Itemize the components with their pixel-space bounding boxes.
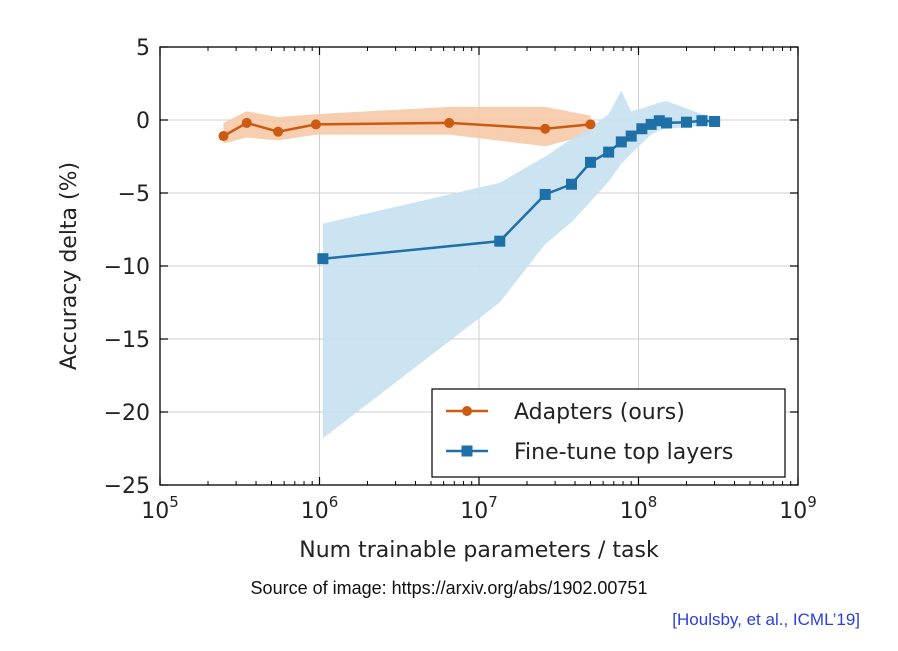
data-point	[681, 116, 693, 128]
x-tick-label: 108	[620, 493, 658, 524]
data-point	[636, 123, 648, 135]
data-point	[218, 131, 229, 142]
y-tick-label: −20	[104, 401, 150, 426]
y-tick-label: −25	[104, 474, 150, 499]
data-point	[709, 115, 721, 127]
confidence-band-adapters	[223, 106, 591, 147]
data-point	[585, 119, 596, 130]
x-tick-label-base: 10	[779, 499, 807, 524]
legend-label: Adapters (ours)	[514, 400, 685, 425]
data-point	[603, 146, 615, 158]
x-tick-label-exponent: 7	[488, 493, 498, 511]
confidence-band-finetune	[322, 90, 715, 439]
x-tick-label-exponent: 8	[648, 493, 658, 511]
data-point	[540, 123, 551, 134]
y-tick-label: −5	[118, 182, 150, 207]
x-tick-label-base: 10	[620, 499, 648, 524]
x-tick-label-exponent: 5	[169, 493, 179, 511]
data-point	[444, 117, 455, 128]
x-axis-label: Num trainable parameters / task	[299, 538, 659, 563]
data-point	[661, 117, 673, 129]
data-point	[539, 188, 551, 200]
x-tick-label-exponent: 9	[807, 493, 817, 511]
citation-reference: [Houlsby, et al., ICML’19]	[672, 610, 860, 629]
legend-box	[431, 388, 786, 478]
data-point	[696, 115, 708, 127]
x-tick-label: 105	[141, 493, 179, 524]
x-tick-label: 109	[779, 493, 817, 524]
data-point	[653, 115, 665, 127]
y-tick-label: −10	[104, 255, 150, 280]
y-axis-label: Accuracy delta (%)	[57, 162, 82, 370]
data-point	[565, 178, 577, 190]
x-tick-label-exponent: 6	[329, 493, 339, 511]
data-point	[615, 136, 627, 148]
data-point	[317, 253, 329, 265]
y-tick-label: 5	[136, 36, 150, 61]
data-point	[625, 130, 637, 142]
y-tick-label: 0	[136, 109, 150, 134]
data-point	[273, 126, 284, 137]
data-point	[494, 235, 506, 247]
legend-swatch-marker	[461, 445, 473, 457]
legend-swatch-marker	[462, 406, 472, 416]
legend-label: Fine-tune top layers	[514, 440, 733, 465]
x-tick-label-base: 10	[301, 499, 329, 524]
x-tick-label-base: 10	[141, 499, 169, 524]
x-tick-label: 106	[301, 493, 339, 524]
image-source-caption: Source of image: https://arxiv.org/abs/1…	[250, 578, 648, 598]
y-tick-label: −15	[104, 328, 150, 353]
data-point	[241, 117, 252, 128]
data-point	[310, 119, 321, 130]
x-tick-label-base: 10	[460, 499, 488, 524]
data-point	[645, 118, 657, 130]
x-tick-label: 107	[460, 493, 498, 524]
chart: 105 106 107 108 109 5 0 −5 −10 −15 −20 −25 Num train…	[57, 36, 817, 563]
data-point	[584, 156, 596, 168]
